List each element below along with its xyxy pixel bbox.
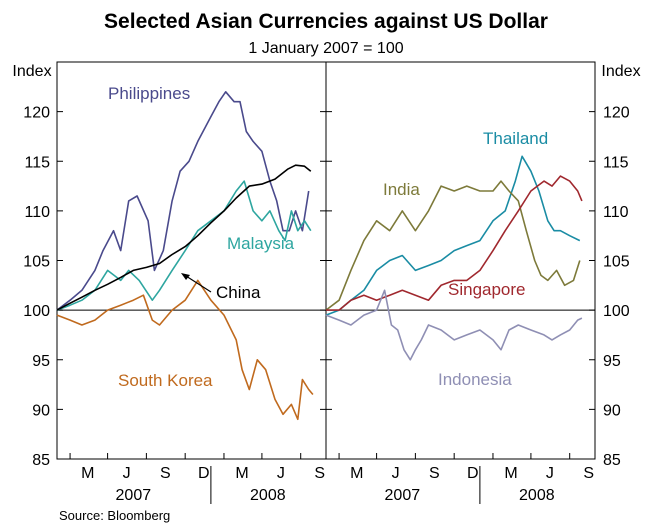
year-label: 2008: [519, 487, 555, 504]
x-tick-label: M: [235, 465, 248, 482]
series-line-philippines: [56, 91, 310, 311]
x-tick-label: S: [314, 465, 325, 482]
y-tick-label-right: 100: [603, 303, 630, 320]
series-label-india: India: [383, 180, 420, 199]
y-tick-label-right: 85: [603, 452, 621, 469]
y-unit-label-right: Index: [601, 63, 640, 80]
y-tick-label-left: 95: [32, 353, 50, 370]
chart-title: Selected Asian Currencies against US Dol…: [104, 10, 548, 33]
series-layer: [56, 91, 583, 421]
series-line-thailand: [325, 155, 581, 316]
y-tick-label-right: 115: [603, 154, 629, 171]
y-unit-label-left: Index: [12, 63, 51, 80]
x-tick-label: J: [546, 465, 554, 482]
year-label: 2007: [385, 487, 421, 504]
x-tick-label: M: [81, 465, 94, 482]
y-tick-label-left: 100: [23, 303, 50, 320]
series-label-indonesia: Indonesia: [438, 370, 512, 389]
y-tick-label-left: 85: [32, 452, 50, 469]
x-tick-label: S: [429, 465, 440, 482]
x-tick-label: J: [123, 465, 131, 482]
series-line-china: [56, 164, 312, 311]
x-tick-label: D: [467, 465, 479, 482]
series-label-china: China: [216, 283, 261, 302]
source-note: Source: Bloomberg: [59, 508, 170, 523]
year-label: 2008: [250, 487, 286, 504]
year-label: 2007: [116, 487, 152, 504]
x-tick-label: M: [504, 465, 517, 482]
series-label-philippines: Philippines: [108, 84, 190, 103]
x-tick-label: S: [583, 465, 594, 482]
series-line-malaysia: [56, 180, 312, 311]
x-tick-label: D: [198, 465, 210, 482]
y-tick-label-left: 90: [32, 402, 50, 419]
series-line-indonesia: [325, 289, 583, 361]
y-tick-label-right: 95: [603, 353, 621, 370]
x-tick-label: S: [160, 465, 171, 482]
china-label-arrow: [185, 275, 212, 293]
series-label-thailand: Thailand: [483, 129, 548, 148]
y-tick-label-right: 105: [603, 254, 630, 271]
china-label-arrowhead: [181, 273, 190, 280]
series-label-south-korea: South Korea: [118, 371, 213, 390]
series-line-singapore: [326, 175, 583, 311]
x-tick-label: M: [350, 465, 363, 482]
series-label-malaysia: Malaysia: [227, 234, 295, 253]
y-axis-right: 85 90 95 100 105 110 115 120: [589, 105, 630, 469]
y-tick-label-left: 110: [24, 204, 50, 221]
chart-subtitle: 1 January 2007 = 100: [248, 40, 403, 57]
series-labels: Philippines Malaysia China South Korea Thail…: [108, 84, 548, 390]
y-tick-label-left: 115: [24, 154, 50, 171]
y-tick-label-right: 110: [603, 204, 629, 221]
series-label-singapore: Singapore: [448, 280, 526, 299]
y-tick-label-left: 120: [23, 105, 50, 122]
series-line-south-korea: [56, 279, 314, 421]
y-axis-left: 85 90 95 100 105 110 115 120: [23, 105, 332, 469]
y-tick-label-right: 120: [603, 105, 630, 122]
x-tick-label: J: [392, 465, 400, 482]
y-tick-label-left: 105: [23, 254, 50, 271]
y-tick-label-right: 90: [603, 402, 621, 419]
series-line-india: [325, 180, 581, 311]
x-tick-label: J: [277, 465, 285, 482]
